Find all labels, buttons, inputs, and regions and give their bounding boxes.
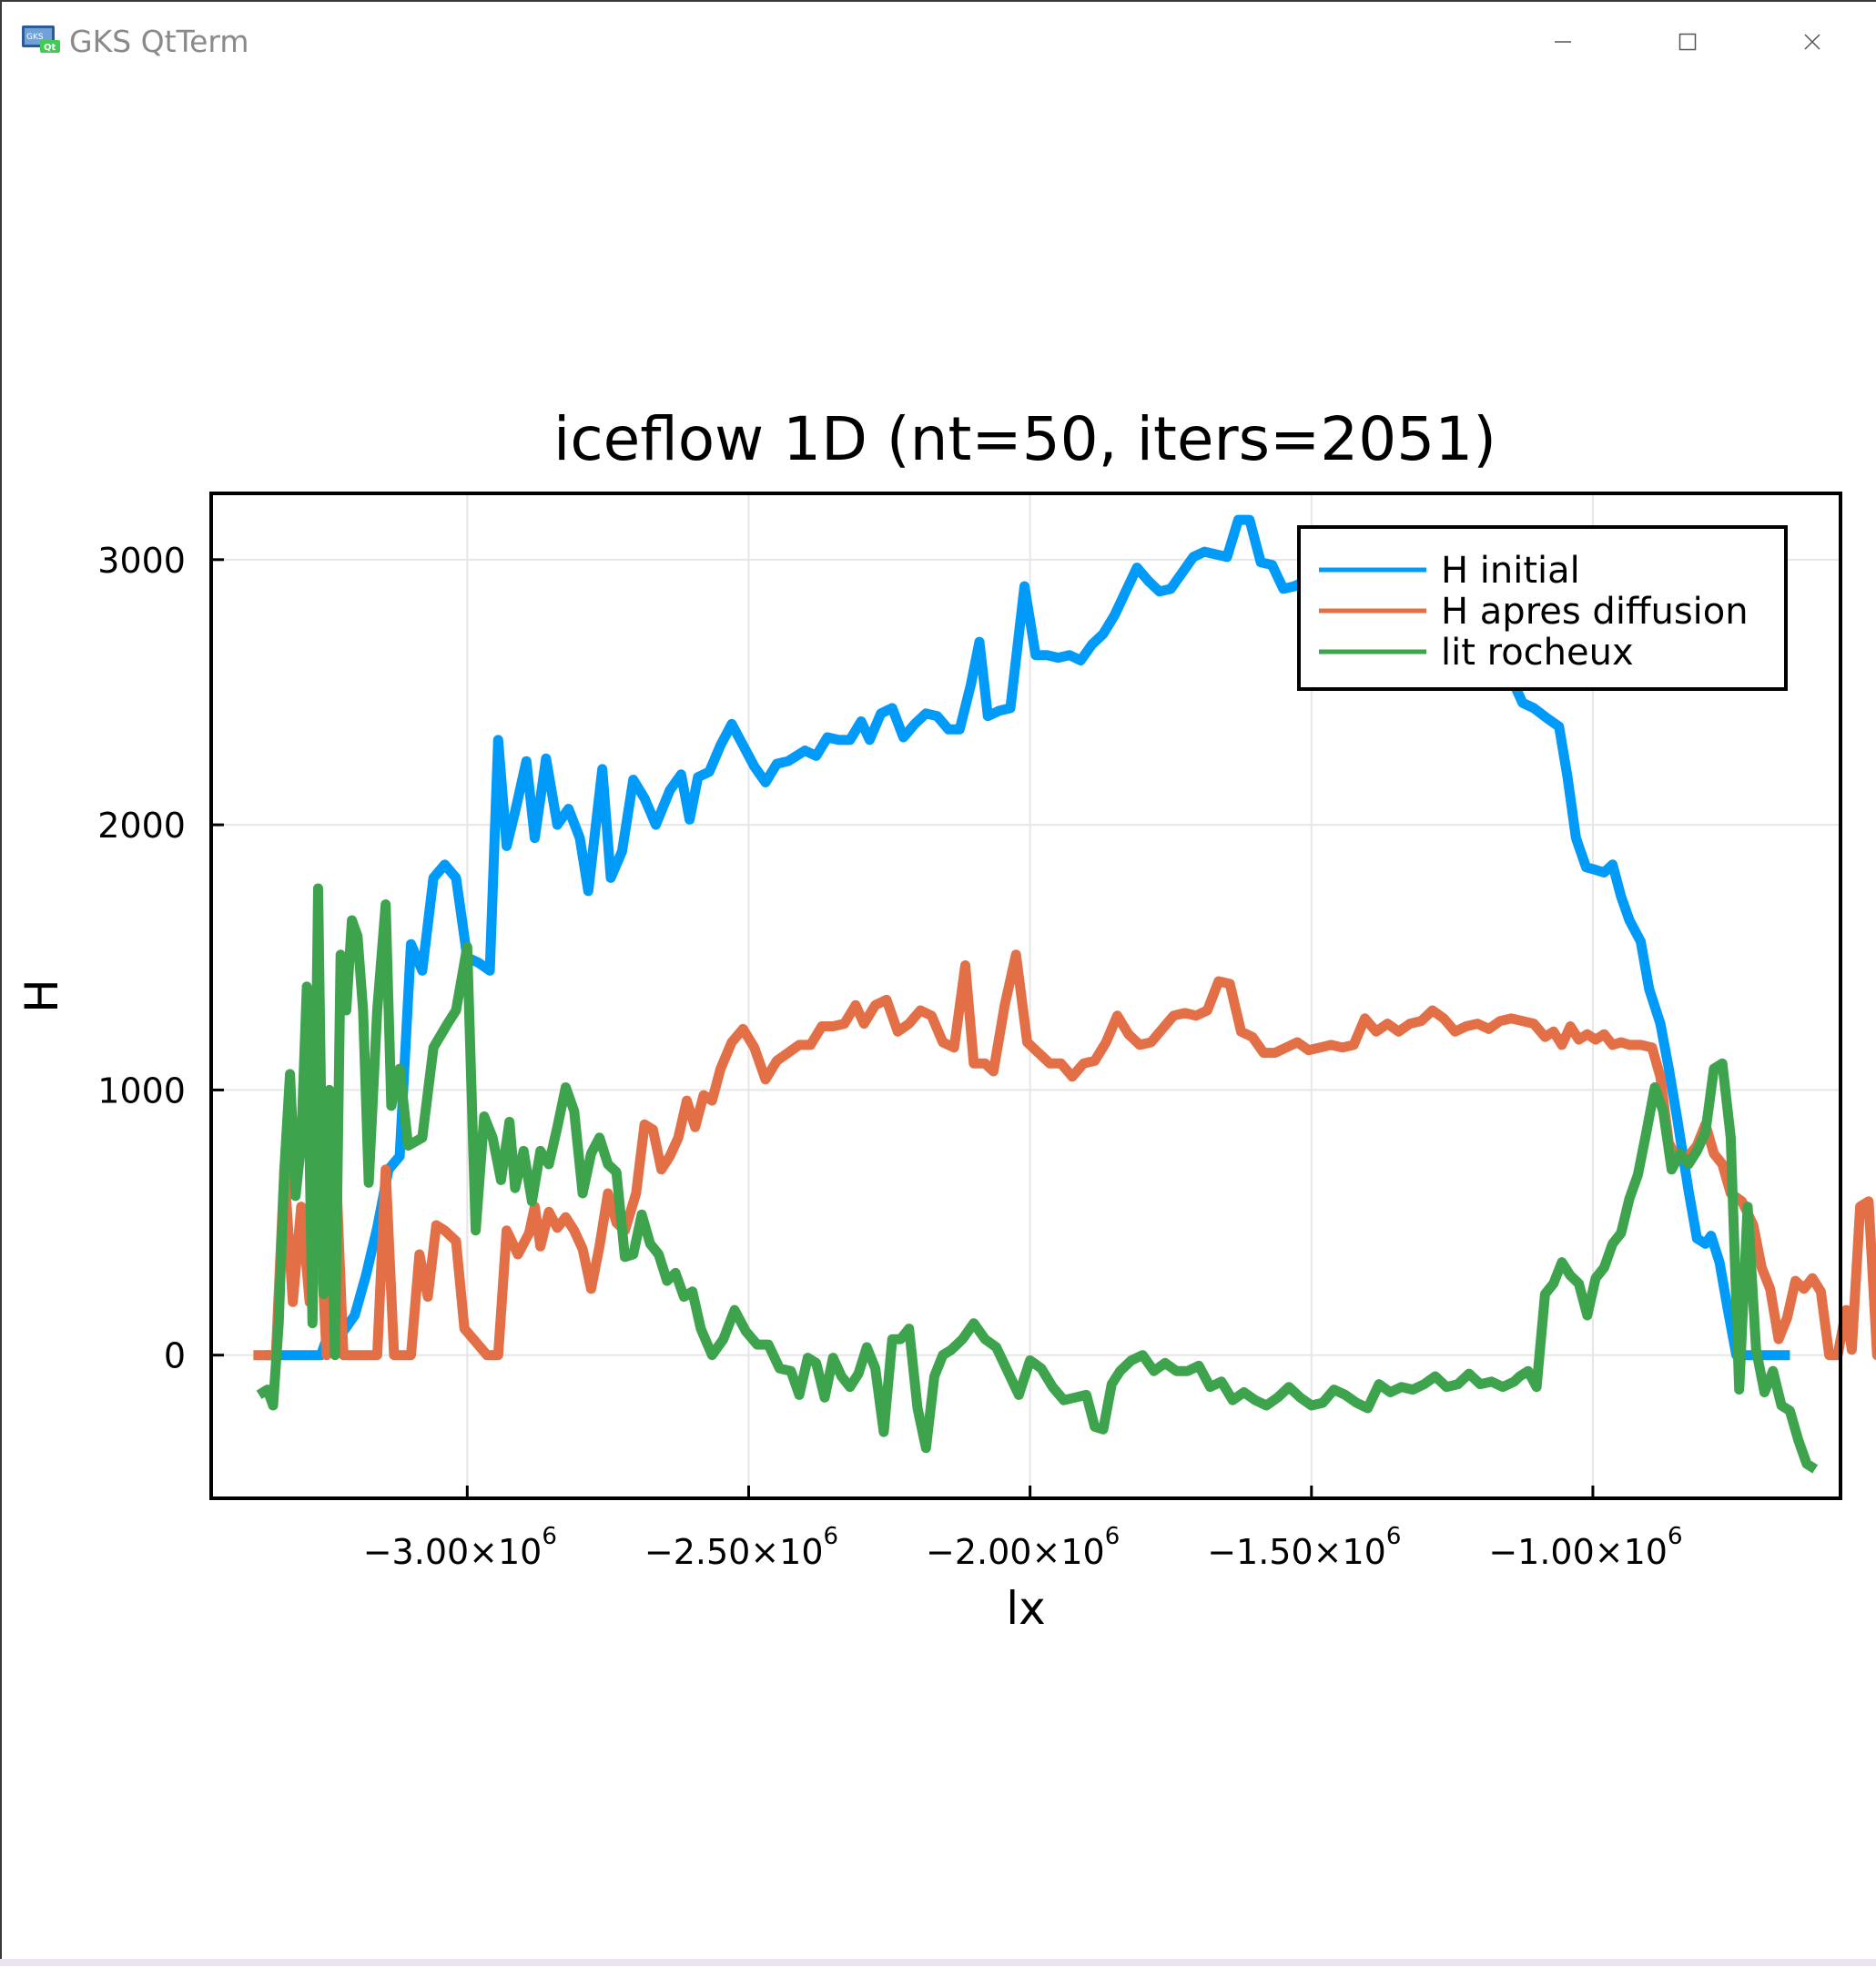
series-line-3 <box>256 883 1819 1474</box>
window-title: GKS QtTerm <box>69 24 249 59</box>
minimize-button[interactable] <box>1513 13 1613 71</box>
x-tick-label: −1.50×106 <box>1207 1523 1401 1572</box>
x-axis-label: lx <box>1006 1582 1045 1635</box>
x-tick-label: −1.00×106 <box>1488 1523 1682 1572</box>
legend-label: lit rocheux <box>1441 632 1634 674</box>
maximize-icon <box>1678 33 1697 51</box>
svg-text:GKS: GKS <box>26 33 44 42</box>
series-layer <box>253 514 1876 1474</box>
legend-box <box>1297 525 1788 691</box>
plot-frame <box>209 492 1842 1500</box>
y-tick-label: 3000 <box>97 541 186 581</box>
x-tick-label: −2.50×106 <box>644 1523 838 1572</box>
close-icon <box>1804 34 1820 50</box>
title-bar[interactable]: GKS Qt GKS QtTerm <box>2 2 1876 82</box>
x-tick-label: −2.00×106 <box>926 1523 1120 1572</box>
plot-canvas: iceflow 1D (nt=50, iters=2051) −3.00×106… <box>2 82 1876 1968</box>
svg-text:Qt: Qt <box>44 43 56 53</box>
gks-qt-icon: GKS Qt <box>22 24 62 55</box>
y-tick-label: 0 <box>164 1336 186 1376</box>
iceflow-chart: iceflow 1D (nt=50, iters=2051) −3.00×106… <box>15 404 1876 1635</box>
bottom-edge <box>0 1959 1876 1966</box>
y-tick-label: 2000 <box>97 806 186 846</box>
close-button[interactable] <box>1762 13 1862 71</box>
ticks: −3.00×106 −2.50×106 −2.00×106 −1.50×106 −1.0… <box>97 541 1682 1572</box>
chart-title: iceflow 1D (nt=50, iters=2051) <box>553 404 1496 474</box>
minimize-icon <box>1555 41 1571 43</box>
series-line-1 <box>264 514 1790 1361</box>
legend-label: H apres diffusion <box>1441 591 1749 633</box>
y-axis-label: H <box>15 979 68 1013</box>
x-tick-label: −3.00×106 <box>363 1523 557 1572</box>
legend-label: H initial <box>1441 550 1580 592</box>
maximize-button[interactable] <box>1638 13 1738 71</box>
y-tick-label: 1000 <box>97 1070 186 1111</box>
